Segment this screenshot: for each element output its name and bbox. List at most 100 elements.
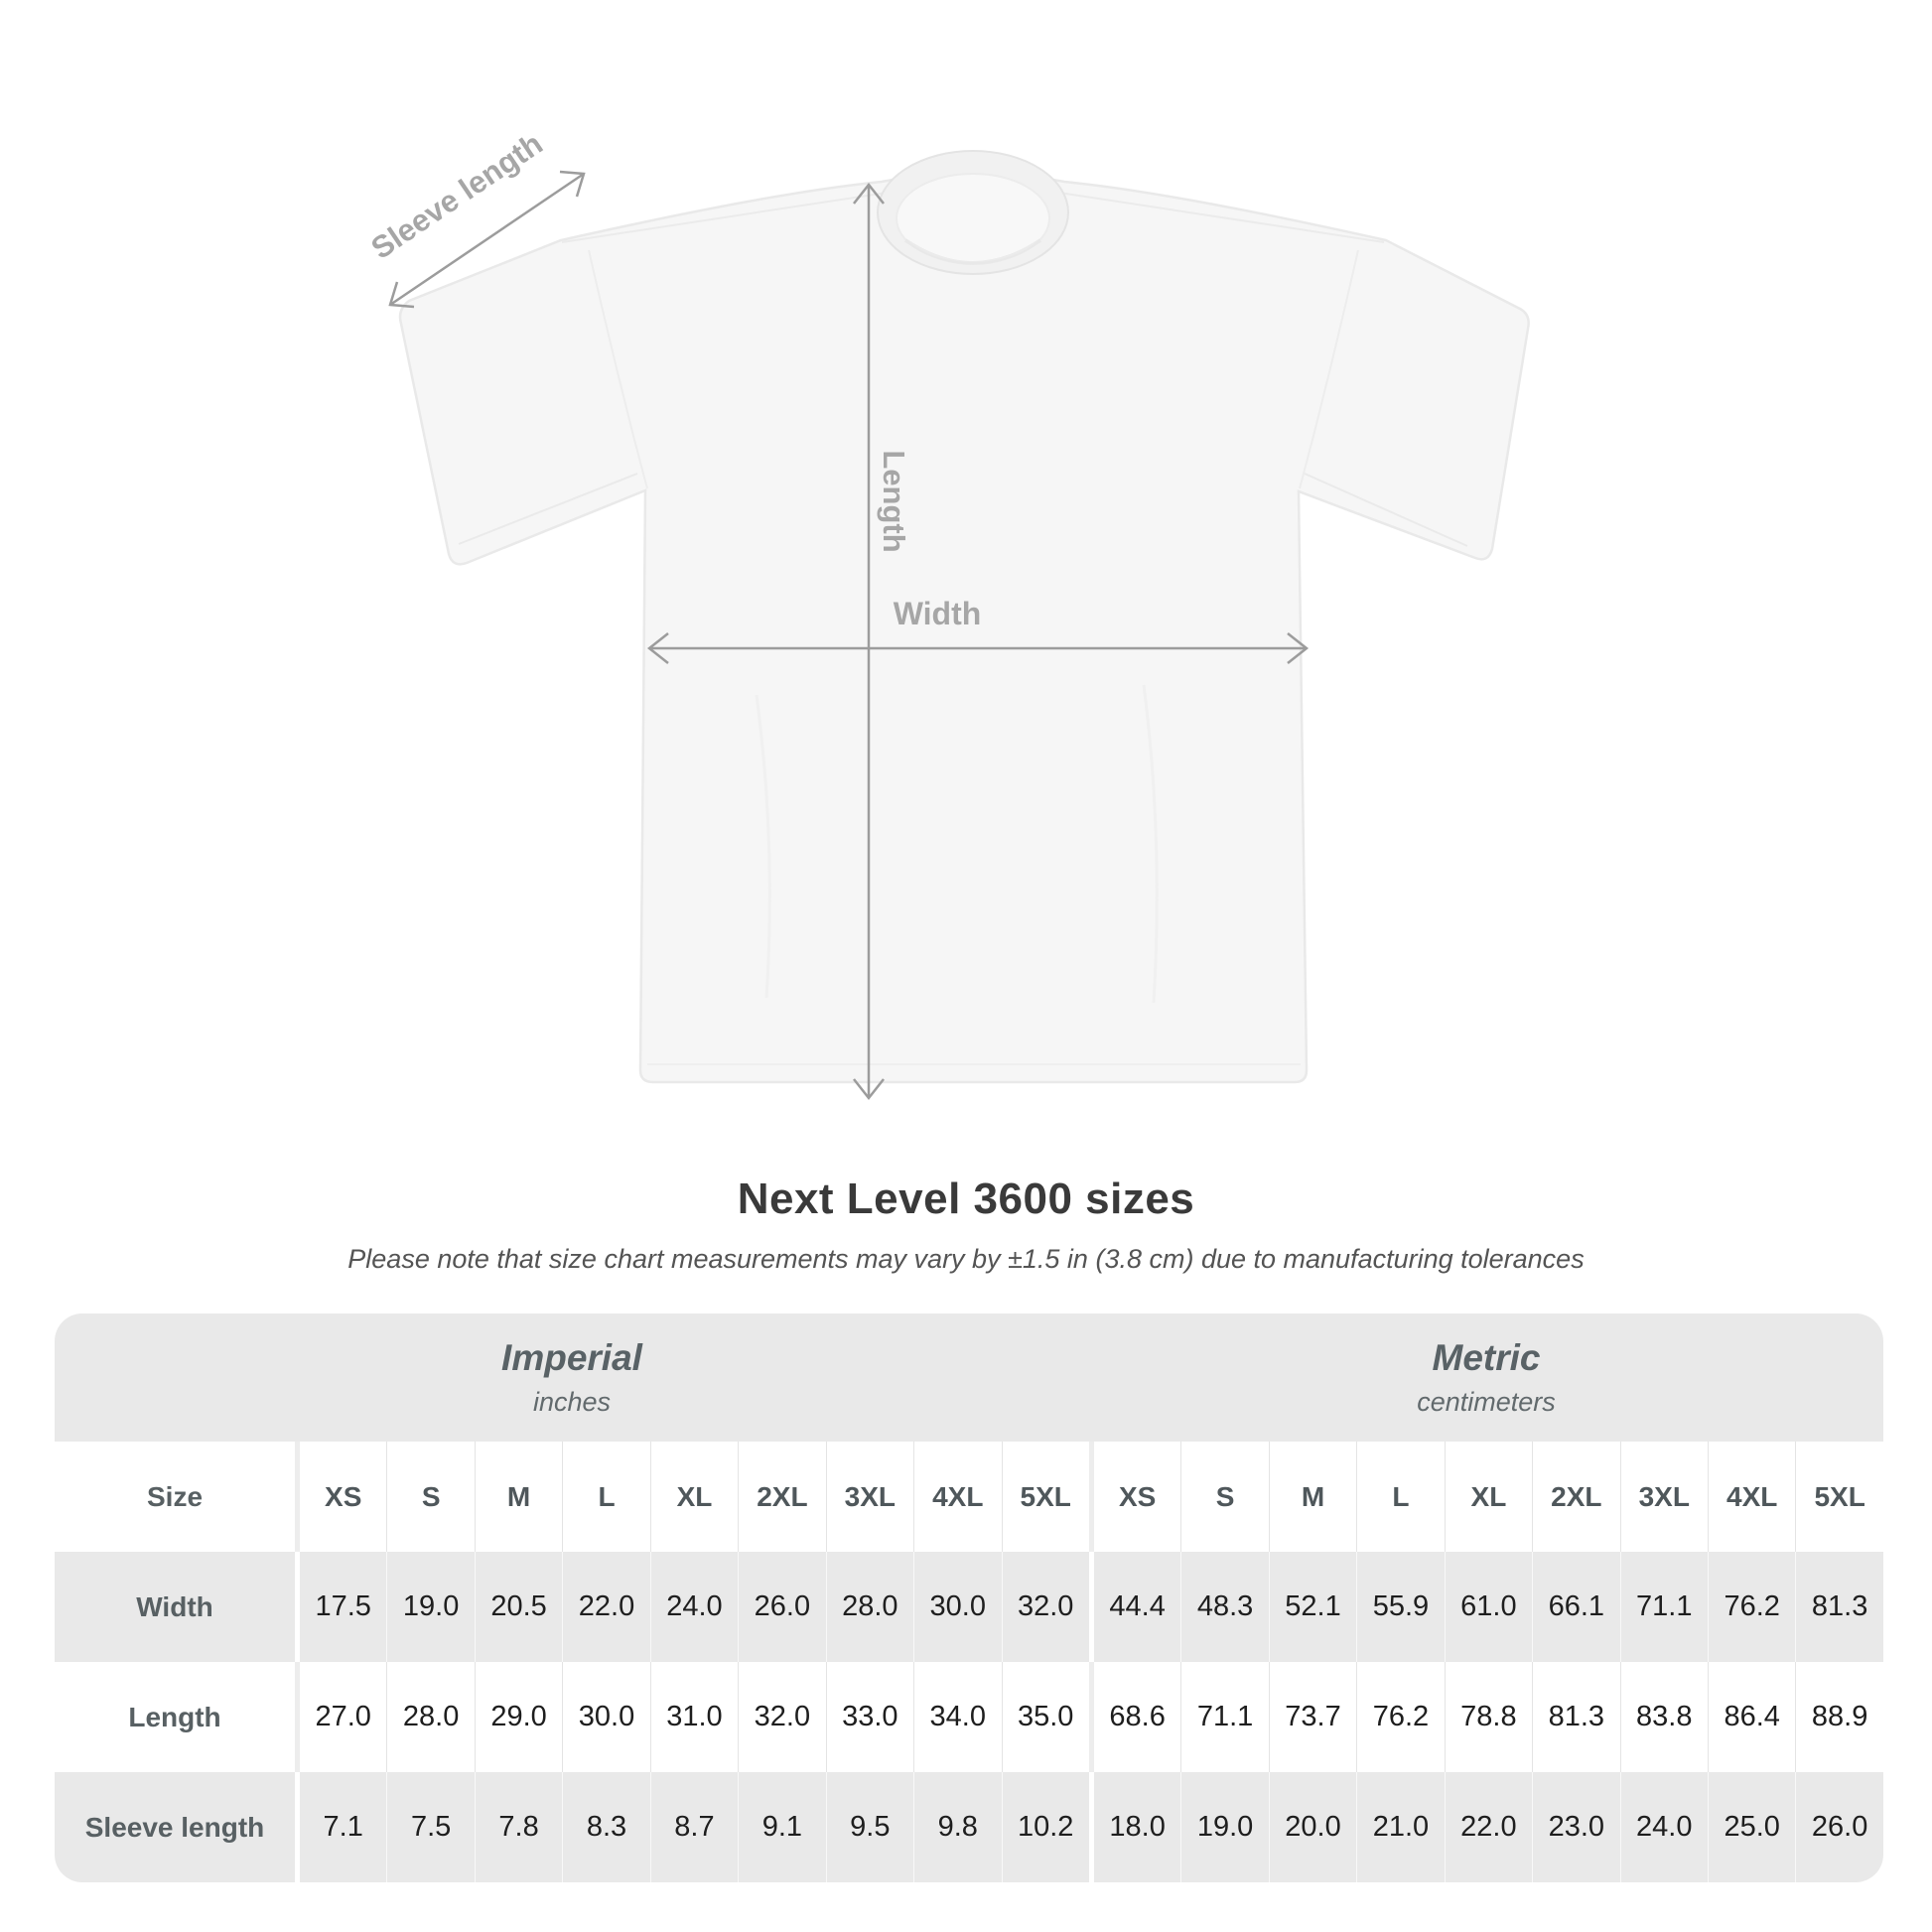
size-header-cell: 5XL xyxy=(1795,1442,1882,1552)
value-cell: 7.8 xyxy=(474,1772,562,1882)
value-cell: 83.8 xyxy=(1619,1662,1708,1772)
value-cell: 73.7 xyxy=(1268,1662,1356,1772)
value-cell: 32.0 xyxy=(1001,1552,1089,1662)
value-cell: 61.0 xyxy=(1444,1552,1532,1662)
size-header-row: Size XS S M L XL 2XL 3XL 4XL 5XL XS S M L XL 2XL 3XL 4XL 5… xyxy=(55,1442,1883,1552)
value-cell: 44.4 xyxy=(1088,1552,1180,1662)
size-header-cell: S xyxy=(386,1442,474,1552)
row-label: Length xyxy=(128,1701,221,1732)
value-cell: 25.0 xyxy=(1708,1772,1795,1882)
row-label: Width xyxy=(136,1590,213,1622)
size-header-cell: XL xyxy=(1444,1442,1532,1552)
value-cell: 32.0 xyxy=(738,1662,825,1772)
value-cell: 18.0 xyxy=(1088,1772,1180,1882)
table-row: Length 27.0 28.0 29.0 30.0 31.0 32.0 33.0 34.0 35… xyxy=(55,1662,1883,1772)
page-title: Next Level 3600 sizes xyxy=(737,1174,1195,1223)
value-cell: 66.1 xyxy=(1532,1552,1619,1662)
table-row: Sleeve length 7.1 7.5 7.8 8.3 8.7 9.1 9.5 9.8 10.… xyxy=(55,1772,1883,1882)
value-cell: 28.0 xyxy=(825,1552,913,1662)
value-cell: 17.5 xyxy=(295,1552,386,1662)
table-row: Width 17.5 19.0 20.5 22.0 24.0 26.0 28.0 30.0 32.… xyxy=(55,1552,1883,1662)
length-arrow xyxy=(853,182,885,1101)
value-cell: 55.9 xyxy=(1356,1552,1444,1662)
size-header-cell: XL xyxy=(649,1442,738,1552)
size-table-body: Size XS S M L XL 2XL 3XL 4XL 5XL XS S M L XL 2XL 3XL 4XL 5… xyxy=(55,1442,1883,1882)
value-cell: 31.0 xyxy=(649,1662,738,1772)
page-subtitle: Please note that size chart measurements… xyxy=(347,1244,1585,1274)
value-cell: 34.0 xyxy=(913,1662,1001,1772)
value-cell: 30.0 xyxy=(913,1552,1001,1662)
value-cell: 9.8 xyxy=(913,1772,1001,1882)
size-header-cell: 2XL xyxy=(1532,1442,1619,1552)
value-cell: 21.0 xyxy=(1356,1772,1444,1882)
size-table: Imperial inches Metric centimeters Size X… xyxy=(55,1313,1883,1882)
imperial-unit-label: inches xyxy=(532,1387,612,1417)
size-header-cell: 3XL xyxy=(825,1442,913,1552)
size-header-cell: XS xyxy=(1088,1442,1180,1552)
value-cell: 78.8 xyxy=(1444,1662,1532,1772)
value-cell: 86.4 xyxy=(1708,1662,1795,1772)
value-cell: 10.2 xyxy=(1001,1772,1089,1882)
value-cell: 26.0 xyxy=(1795,1772,1882,1882)
value-cell: 48.3 xyxy=(1180,1552,1268,1662)
value-cell: 52.1 xyxy=(1268,1552,1356,1662)
value-cell: 8.7 xyxy=(649,1772,738,1882)
value-cell: 28.0 xyxy=(386,1662,474,1772)
size-header-cell: 4XL xyxy=(1708,1442,1795,1552)
sleeve-length-label: Sleeve length xyxy=(365,126,549,266)
size-column-header: Size xyxy=(146,1480,204,1512)
row-label: Sleeve length xyxy=(84,1811,265,1843)
size-header-cell: 5XL xyxy=(1001,1442,1089,1552)
value-cell: 68.6 xyxy=(1088,1662,1180,1772)
value-cell: 76.2 xyxy=(1356,1662,1444,1772)
value-cell: 30.0 xyxy=(562,1662,649,1772)
unit-header-band: Imperial inches Metric centimeters xyxy=(55,1313,1883,1442)
value-cell: 71.1 xyxy=(1619,1552,1708,1662)
size-header-cell: S xyxy=(1180,1442,1268,1552)
value-cell: 76.2 xyxy=(1708,1552,1795,1662)
tshirt-shape xyxy=(398,150,1530,1084)
value-cell: 24.0 xyxy=(1619,1772,1708,1882)
value-cell: 23.0 xyxy=(1532,1772,1619,1882)
collar xyxy=(877,150,1069,275)
size-header-cell: L xyxy=(1356,1442,1444,1552)
size-header-cell: 2XL xyxy=(738,1442,825,1552)
value-cell: 24.0 xyxy=(649,1552,738,1662)
metric-unit-label: centimeters xyxy=(1417,1387,1556,1417)
size-header-cell: 4XL xyxy=(913,1442,1001,1552)
value-cell: 19.0 xyxy=(386,1552,474,1662)
value-cell: 8.3 xyxy=(562,1772,649,1882)
value-cell: 33.0 xyxy=(825,1662,913,1772)
value-cell: 27.0 xyxy=(295,1662,386,1772)
measurement-arrows xyxy=(388,170,1310,1101)
value-cell: 29.0 xyxy=(474,1662,562,1772)
value-cell: 7.1 xyxy=(295,1772,386,1882)
length-label: Length xyxy=(877,450,911,552)
tshirt-diagram: Sleeve length Length Width xyxy=(365,126,1530,1101)
size-header-cell: M xyxy=(1268,1442,1356,1552)
value-cell: 20.0 xyxy=(1268,1772,1356,1882)
metric-header: Metric centimeters xyxy=(1089,1313,1883,1442)
metric-label: Metric xyxy=(1432,1337,1541,1378)
value-cell: 81.3 xyxy=(1795,1552,1882,1662)
size-header-cell: 3XL xyxy=(1619,1442,1708,1552)
value-cell: 19.0 xyxy=(1180,1772,1268,1882)
width-arrow xyxy=(646,632,1310,664)
imperial-header: Imperial inches xyxy=(55,1313,1089,1442)
value-cell: 26.0 xyxy=(738,1552,825,1662)
value-cell: 22.0 xyxy=(562,1552,649,1662)
size-header-cell: XS xyxy=(295,1442,386,1552)
value-cell: 88.9 xyxy=(1795,1662,1882,1772)
size-header-cell: M xyxy=(474,1442,562,1552)
size-header-cell: L xyxy=(562,1442,649,1552)
value-cell: 81.3 xyxy=(1532,1662,1619,1772)
value-cell: 7.5 xyxy=(386,1772,474,1882)
imperial-label: Imperial xyxy=(501,1337,642,1378)
value-cell: 9.1 xyxy=(738,1772,825,1882)
value-cell: 71.1 xyxy=(1180,1662,1268,1772)
value-cell: 22.0 xyxy=(1444,1772,1532,1882)
value-cell: 20.5 xyxy=(474,1552,562,1662)
width-label: Width xyxy=(894,596,982,631)
value-cell: 35.0 xyxy=(1001,1662,1089,1772)
value-cell: 9.5 xyxy=(825,1772,913,1882)
